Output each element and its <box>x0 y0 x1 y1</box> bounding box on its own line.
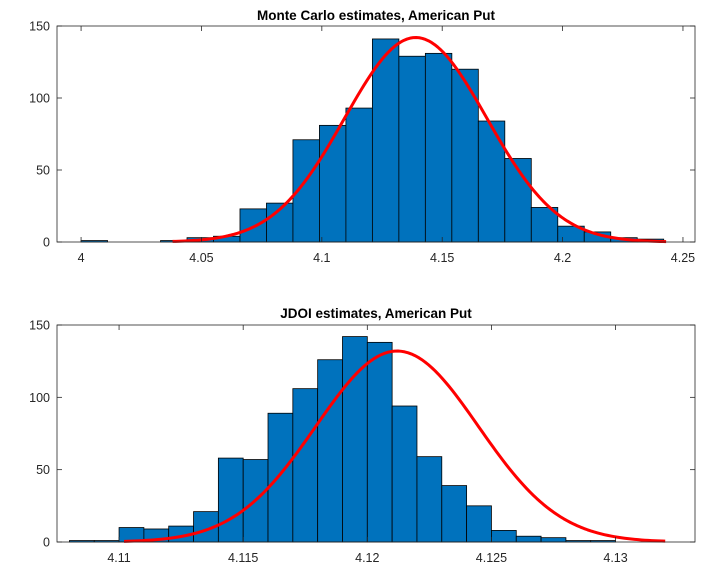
histogram-bar <box>466 505 492 543</box>
histogram-bar <box>345 107 373 243</box>
histogram-bar <box>424 52 453 243</box>
histogram-bar <box>317 359 343 543</box>
x-tick-label: 4.11 <box>107 551 130 565</box>
histogram-bar <box>515 535 542 543</box>
histogram-bar <box>371 38 400 243</box>
histogram-bar <box>540 537 567 543</box>
normal-fit-curve <box>123 349 666 543</box>
y-tick-label: 150 <box>29 319 50 333</box>
histogram-bar <box>441 485 468 543</box>
histogram-bar <box>366 341 393 543</box>
histogram-bar <box>398 55 426 243</box>
x-tick-label: 4.1 <box>313 251 330 265</box>
histogram-bar <box>530 207 559 243</box>
normal-fit-curve <box>172 36 667 244</box>
y-tick-label: 0 <box>43 536 50 550</box>
histogram-bar <box>267 412 294 543</box>
x-tick-label: 4 <box>78 251 85 265</box>
x-tick-label: 4.12 <box>355 551 379 565</box>
histogram-bar <box>477 120 506 243</box>
x-tick-label: 4.125 <box>476 551 507 565</box>
x-tick-label: 4.115 <box>228 551 258 565</box>
y-tick-label: 50 <box>36 463 50 477</box>
histogram-bar <box>292 388 319 543</box>
histogram-bar <box>217 457 244 543</box>
y-tick-label: 100 <box>29 92 50 106</box>
y-tick-label: 50 <box>36 164 50 178</box>
histogram-bar <box>391 405 418 543</box>
x-tick-label: 4.15 <box>430 251 454 265</box>
histogram-bar <box>491 530 517 543</box>
axes-box <box>56 324 696 543</box>
histogram-bar <box>504 158 532 243</box>
chart-title: Monte Carlo estimates, American Put <box>257 8 496 23</box>
x-tick-label: 4.05 <box>189 251 213 265</box>
y-tick-label: 0 <box>43 236 50 250</box>
y-tick-label: 150 <box>29 20 50 34</box>
bottom-histogram-axes: 4.11 4.115 4.12 4.125 4.13 0 50 100 150 JDOI esti… <box>29 306 696 565</box>
axes-box <box>56 25 696 243</box>
histogram-bar <box>319 124 347 243</box>
top-histogram-axes: 4 4.05 4.1 4.15 4.2 4.25 0 50 100 150 Monte Carlo … <box>29 8 696 265</box>
x-tick-label: 4.25 <box>671 251 695 265</box>
x-tick-label: 4.13 <box>603 551 627 565</box>
histogram-bar <box>416 456 443 543</box>
chart-title: JDOI estimates, American Put <box>280 306 472 321</box>
y-tick-label: 100 <box>29 391 50 405</box>
x-tick-label: 4.2 <box>554 251 571 265</box>
